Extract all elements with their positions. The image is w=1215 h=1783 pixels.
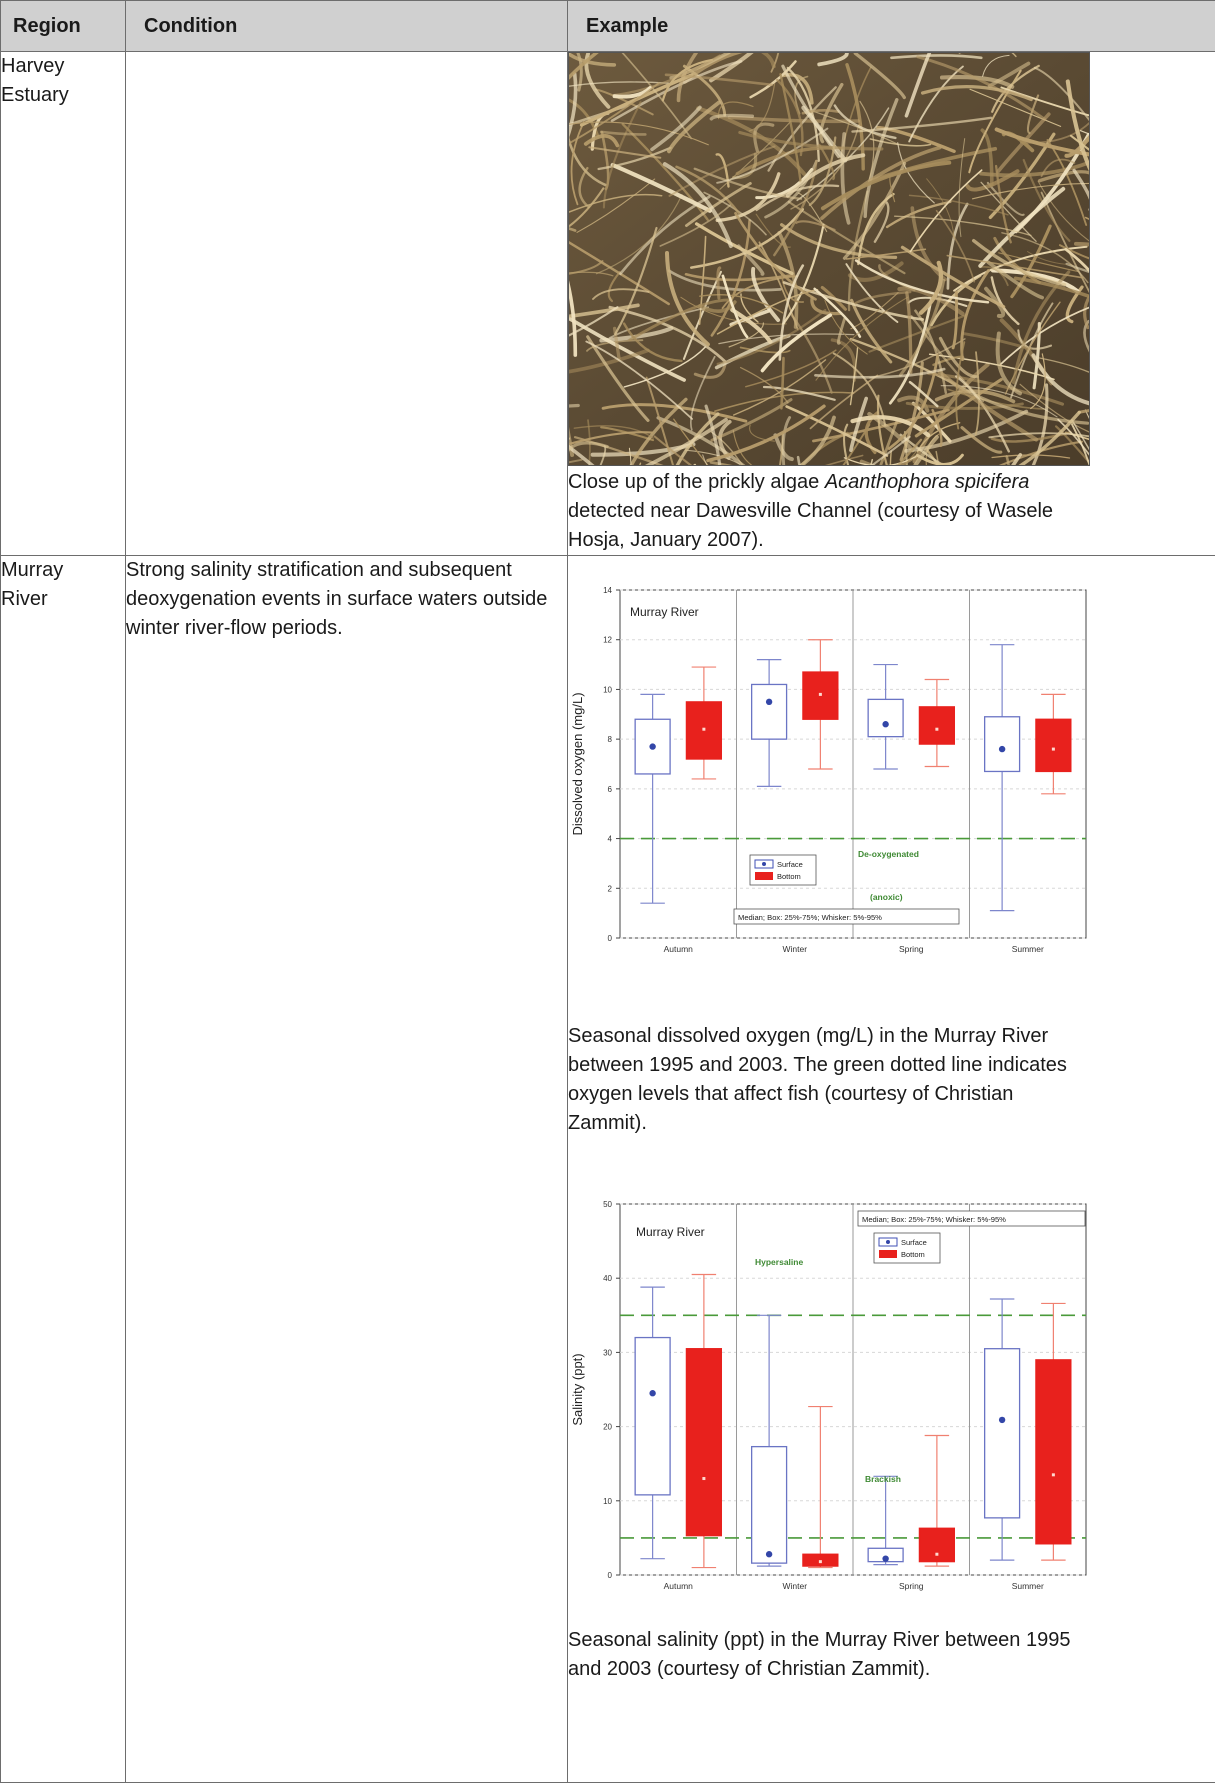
y-axis-label: Salinity (ppt) xyxy=(570,1353,585,1425)
y-tick-label: 8 xyxy=(608,735,613,744)
median-marker xyxy=(819,693,822,696)
median-marker xyxy=(999,1417,1005,1423)
y-tick-label: 0 xyxy=(608,934,613,943)
salinity-chart: 0 10 20 30 40 50 Autumn Winter Spring Summer Salin… xyxy=(568,1192,1088,1600)
median-marker xyxy=(702,1477,705,1480)
dissolved-oxygen-caption: Seasonal dissolved oxygen (mg/L) in the … xyxy=(568,1022,1088,1138)
region-cell: Harvey Estuary xyxy=(1,52,126,556)
legend: Surface Bottom xyxy=(750,855,816,885)
dissolved-oxygen-chart: 0 2 4 6 8 10 12 14 Autumn Winter Spring Summer Disso… xyxy=(568,574,1088,994)
header-region: Region xyxy=(1,1,126,52)
algae-strand xyxy=(718,268,720,298)
legend-marker-surface xyxy=(886,1240,890,1244)
legend: Surface Bottom xyxy=(874,1233,940,1263)
box xyxy=(686,1349,721,1536)
condition-text: Strong salinity stratification and subse… xyxy=(126,556,567,643)
example-cell: Close up of the prickly algae Acanthopho… xyxy=(568,52,1215,556)
annotation: Brackish xyxy=(865,1474,901,1484)
median-marker xyxy=(819,1560,822,1563)
median-marker xyxy=(882,1555,888,1561)
y-tick-label: 14 xyxy=(603,586,612,595)
condition-cell: Strong salinity stratification and subse… xyxy=(126,556,568,1783)
legend-label-surface: Surface xyxy=(777,860,803,869)
box xyxy=(985,717,1020,772)
median-marker xyxy=(649,1390,655,1396)
y-tick-label: 12 xyxy=(603,636,612,645)
x-tick-label: Summer xyxy=(1012,944,1044,954)
legend-swatch-bottom xyxy=(879,1250,897,1258)
header-condition: Condition xyxy=(126,1,568,52)
legend-note: Median; Box: 25%-75%; Whisker: 5%-95% xyxy=(862,1215,1006,1224)
y-axis-label: Dissolved oxygen (mg/L) xyxy=(570,692,585,835)
box xyxy=(1036,1360,1071,1544)
legend-label-surface: Surface xyxy=(901,1238,927,1247)
median-marker xyxy=(766,1551,772,1557)
box xyxy=(1036,719,1071,771)
region-name: Murray River xyxy=(1,556,125,614)
box xyxy=(752,684,787,739)
y-tick-label: 2 xyxy=(608,884,613,893)
x-tick-label: Autumn xyxy=(664,944,694,954)
box xyxy=(985,1349,1020,1518)
table-row-murray-river: Murray River Strong salinity stratificat… xyxy=(1,556,1215,1783)
median-marker xyxy=(935,728,938,731)
species-name: Acanthophora spicifera xyxy=(825,471,1030,493)
legend-note: Median; Box: 25%-75%; Whisker: 5%-95% xyxy=(738,913,882,922)
y-tick-label: 30 xyxy=(603,1348,612,1357)
median-marker xyxy=(882,721,888,727)
y-tick-label: 40 xyxy=(603,1274,612,1283)
table-header-row: Region Condition Example xyxy=(1,1,1215,52)
annotation: Hypersaline xyxy=(755,1257,803,1267)
box xyxy=(919,1528,954,1561)
median-marker xyxy=(702,728,705,731)
box xyxy=(919,707,954,744)
y-tick-label: 0 xyxy=(608,1571,613,1580)
median-marker xyxy=(1052,748,1055,751)
salinity-caption: Seasonal salinity (ppt) in the Murray Ri… xyxy=(568,1626,1088,1684)
median-marker xyxy=(935,1553,938,1556)
box xyxy=(868,699,903,736)
region-name: Harvey Estuary xyxy=(1,52,125,110)
median-marker xyxy=(1052,1473,1055,1476)
box xyxy=(635,1338,670,1495)
y-tick-label: 6 xyxy=(608,785,613,794)
y-tick-label: 10 xyxy=(603,685,612,694)
algae-strand xyxy=(695,465,718,466)
chart-title: Murray River xyxy=(630,605,699,619)
median-marker xyxy=(649,743,655,749)
x-tick-label: Winter xyxy=(782,1581,807,1591)
annotation: (anoxic) xyxy=(870,892,903,902)
y-tick-label: 10 xyxy=(603,1497,612,1506)
region-cell: Murray River xyxy=(1,556,126,1783)
header-example: Example xyxy=(568,1,1215,52)
box xyxy=(752,1447,787,1563)
median-marker xyxy=(999,746,1005,752)
x-tick-label: Winter xyxy=(782,944,807,954)
annotation: De-oxygenated xyxy=(858,849,919,859)
photo-caption: Close up of the prickly algae Acanthopho… xyxy=(568,468,1088,555)
x-tick-label: Spring xyxy=(899,944,924,954)
legend-marker-surface xyxy=(762,862,766,866)
x-tick-label: Autumn xyxy=(664,1581,694,1591)
algae-photo xyxy=(568,52,1090,466)
example-cell: 0 2 4 6 8 10 12 14 Autumn Winter Spring Summer Disso… xyxy=(568,556,1215,1783)
table-row-harvey-estuary: Harvey Estuary Close u xyxy=(1,52,1215,556)
x-tick-label: Summer xyxy=(1012,1581,1044,1591)
chart-title: Murray River xyxy=(636,1225,705,1239)
y-tick-label: 50 xyxy=(603,1200,612,1209)
condition-cell xyxy=(126,52,568,556)
legend-label-bottom: Bottom xyxy=(777,872,801,881)
legend-swatch-bottom xyxy=(755,872,773,880)
median-marker xyxy=(766,699,772,705)
x-tick-label: Spring xyxy=(899,1581,924,1591)
y-tick-label: 20 xyxy=(603,1423,612,1432)
legend-label-bottom: Bottom xyxy=(901,1250,925,1259)
y-tick-label: 4 xyxy=(608,835,613,844)
